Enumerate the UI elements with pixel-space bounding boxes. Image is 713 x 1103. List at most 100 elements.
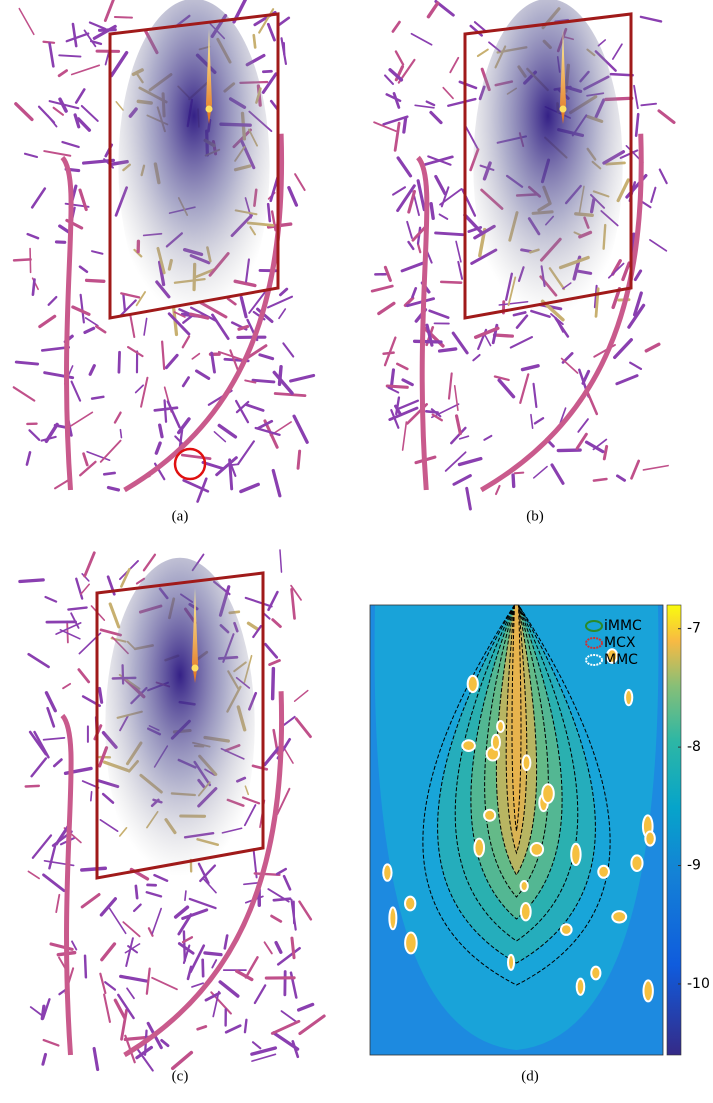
- vessel: [496, 486, 500, 494]
- vessel: [277, 869, 286, 874]
- vessel: [82, 895, 99, 907]
- vessel: [403, 422, 407, 450]
- vessel: [40, 316, 55, 326]
- vessel: [430, 311, 449, 318]
- vessel: [32, 759, 46, 777]
- vessel-spot: [523, 755, 531, 770]
- vessel: [144, 318, 147, 335]
- vessel: [46, 597, 57, 602]
- colorbar: [667, 605, 681, 1055]
- vessel: [457, 416, 461, 434]
- vessel: [397, 364, 407, 369]
- source: [206, 106, 213, 113]
- vessel: [50, 44, 54, 67]
- vessel: [136, 385, 144, 392]
- main-vessel: [62, 716, 71, 1056]
- vessel: [182, 455, 210, 459]
- vessel: [79, 670, 89, 682]
- vessel: [26, 786, 39, 787]
- vessel: [105, 982, 115, 989]
- vessel: [436, 233, 463, 235]
- vessel: [252, 1048, 275, 1054]
- vessel: [298, 451, 300, 468]
- vessel: [268, 297, 292, 308]
- vessel: [168, 402, 180, 427]
- vessel: [265, 644, 276, 657]
- vessel: [641, 104, 656, 106]
- vessel: [280, 550, 282, 572]
- vessel: [81, 295, 84, 323]
- vessel: [73, 307, 89, 314]
- vessel: [166, 355, 177, 367]
- vessel: [241, 484, 258, 491]
- vessel-render: [14, 0, 314, 502]
- vessel: [198, 1026, 206, 1029]
- vessel: [254, 35, 255, 47]
- vessel: [33, 835, 51, 857]
- vessel: [67, 622, 68, 643]
- vessel: [100, 688, 102, 702]
- vessel: [190, 899, 216, 908]
- vessel: [125, 944, 139, 953]
- vessel: [636, 114, 638, 135]
- vessel: [263, 71, 271, 72]
- vessel: [385, 75, 393, 83]
- vessel: [76, 89, 84, 102]
- vessel: [443, 88, 453, 99]
- vessel: [123, 922, 139, 936]
- vessel-spot: [571, 844, 580, 865]
- vessel: [48, 708, 54, 726]
- vessel-spot: [521, 881, 528, 891]
- vessel: [152, 909, 161, 934]
- vessel-spot: [484, 810, 495, 821]
- vessel: [56, 895, 59, 912]
- vessel: [238, 441, 254, 464]
- vessel: [128, 347, 142, 356]
- caption: (d): [521, 1068, 539, 1084]
- vessel: [82, 106, 98, 121]
- vessel: [634, 86, 638, 108]
- vessel: [106, 53, 109, 65]
- colorbar-tick-label: -9: [687, 858, 701, 874]
- vessel: [104, 995, 110, 1022]
- vessel-spot: [645, 832, 654, 846]
- vessel-spot: [542, 784, 554, 803]
- vessel-spot: [474, 839, 484, 857]
- vessel: [245, 805, 256, 825]
- vessel: [59, 71, 66, 76]
- vessel: [660, 170, 667, 184]
- vessel: [418, 181, 424, 210]
- vessel: [459, 459, 480, 465]
- vessel: [495, 335, 513, 336]
- vessel: [67, 412, 92, 428]
- vessel: [292, 589, 295, 618]
- vessel: [485, 335, 491, 346]
- vessel: [404, 118, 406, 132]
- vessel: [395, 123, 399, 150]
- vessel: [484, 436, 491, 440]
- vessel: [100, 974, 105, 993]
- fluence-glow: [473, 0, 622, 333]
- vessel: [265, 942, 272, 953]
- vessel: [388, 388, 398, 393]
- vessel: [407, 222, 412, 238]
- vessel: [295, 174, 305, 190]
- vessel: [100, 30, 116, 31]
- vessel: [87, 280, 104, 281]
- vessel: [136, 886, 137, 898]
- vessel: [78, 119, 89, 130]
- colorbar-tick-label: -10: [687, 976, 710, 992]
- vessel: [20, 580, 43, 582]
- vessel: [86, 318, 98, 326]
- vessel: [577, 434, 586, 448]
- vessel: [29, 430, 39, 440]
- vessel: [192, 983, 203, 987]
- vessel: [110, 908, 126, 933]
- highlight-circle: [175, 449, 205, 479]
- vessel: [214, 432, 225, 442]
- vessel-spot: [631, 855, 642, 871]
- vessel: [220, 982, 238, 996]
- vessel: [14, 387, 35, 400]
- vessel: [467, 488, 471, 509]
